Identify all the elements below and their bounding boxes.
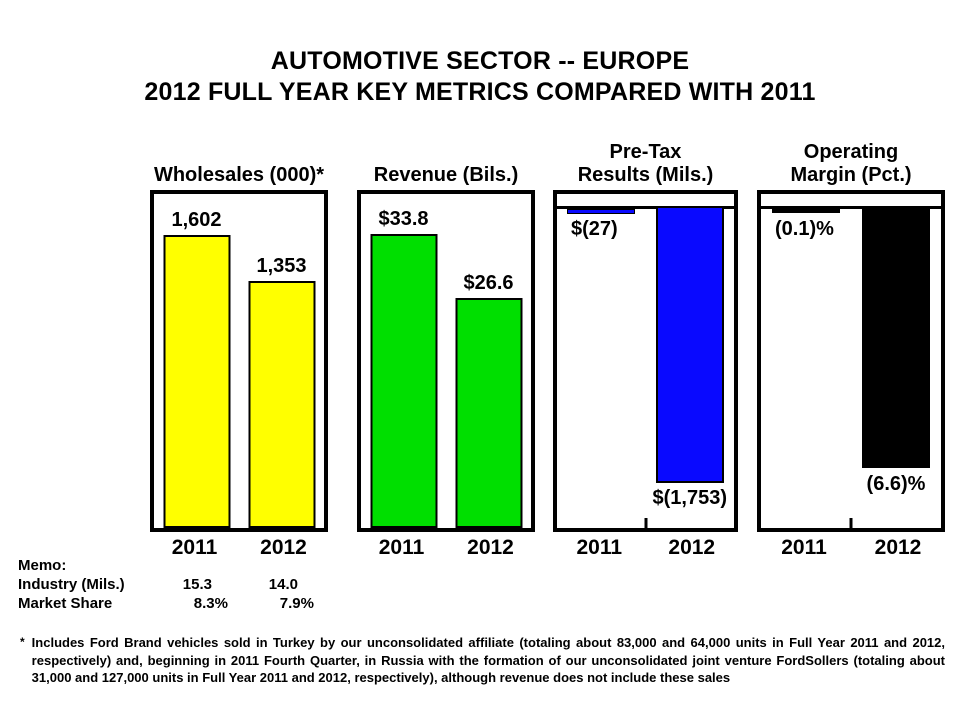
bar-pretax-2012	[655, 206, 724, 483]
zero-axis-line	[557, 206, 734, 209]
footnote: * Includes Ford Brand vehicles sold in T…	[20, 634, 945, 687]
panel-header-pretax: Pre-Tax Results (Mils.)	[553, 135, 738, 187]
memo-value-2012: 7.9%	[279, 595, 314, 612]
plot-area-pretax: $(27) $(1,753)	[553, 190, 738, 532]
slide-title-line1: AUTOMOTIVE SECTOR -- EUROPE	[270, 47, 690, 75]
year-label: 2012	[668, 536, 716, 559]
panel-header-wholesales: Wholesales (000)*	[150, 135, 328, 187]
bar-value-label: $26.6	[463, 272, 514, 294]
chart-panel-revenue: Revenue (Bils.) $33.8 $26.6 2011 2012	[357, 135, 535, 560]
slide-title-line2: 2012 FULL YEAR KEY METRICS COMPARED WITH…	[144, 78, 816, 106]
plot-area-margin: (0.1)% (6.6)%	[757, 190, 945, 532]
plot-area-revenue: $33.8 $26.6	[357, 190, 535, 532]
memo-value-2012: 14.0	[268, 576, 298, 593]
panel-header-margin: Operating Margin (Pct.)	[757, 135, 945, 187]
column-2011	[557, 194, 646, 528]
panel-header-line: Margin (Pct.)	[790, 164, 912, 186]
panel-header-line: Pre-Tax	[609, 141, 682, 163]
year-label: 2012	[260, 536, 307, 559]
year-label: 2011	[171, 536, 218, 559]
memo-value-2011: 8.3%	[193, 595, 228, 612]
plot-area-wholesales: 1,602 1,353	[150, 190, 328, 532]
bar-wholesales-2011	[163, 235, 230, 528]
panel-header-revenue: Revenue (Bils.)	[357, 135, 535, 187]
memo-table: Industry (Mils.) 15.3 14.0 Market Share …	[18, 575, 314, 613]
chart-panel-wholesales: Wholesales (000)* 1,602 1,353 2011 2012	[150, 135, 328, 560]
x-axis-tick	[644, 518, 647, 528]
memo-row-label: Market Share	[18, 595, 113, 612]
memo-row-label: Industry (Mils.)	[18, 576, 125, 593]
year-label: 2011	[781, 536, 827, 559]
bar-value-label: $33.8	[378, 208, 429, 230]
bar-pretax-2011	[567, 209, 636, 214]
column-2011	[761, 194, 851, 528]
x-axis-labels: 2011 2012	[357, 536, 535, 560]
bar-value-label: $(27)	[571, 218, 618, 240]
year-label: 2011	[378, 536, 425, 559]
memo-heading: Memo:	[18, 557, 67, 574]
bar-value-label: 1,353	[256, 255, 307, 277]
column-2011: $33.8	[361, 194, 446, 528]
x-axis-tick	[849, 518, 853, 528]
chart-panel-operating-margin: Operating Margin (Pct.) (0.1)% (6.6)% 20…	[757, 135, 945, 560]
panel-header-line: Results (Mils.)	[577, 164, 714, 186]
slide-title: AUTOMOTIVE SECTOR -- EUROPE 2012 FULL YE…	[0, 46, 960, 108]
column-2012: $26.6	[446, 194, 531, 528]
year-label: 2012	[467, 536, 514, 559]
panel-header-line: Wholesales (000)*	[153, 164, 325, 186]
year-label: 2012	[874, 536, 922, 559]
column-2011: 1,602	[154, 194, 239, 528]
panel-header-line: Revenue (Bils.)	[373, 164, 519, 186]
bar-margin-2012	[862, 206, 930, 468]
x-axis-labels: 2011 2012	[553, 536, 738, 560]
year-label: 2011	[576, 536, 623, 559]
chart-panel-pretax-results: Pre-Tax Results (Mils.) $(27) $(1,753) 2…	[553, 135, 738, 560]
footnote-asterisk: *	[20, 635, 25, 649]
column-2012	[646, 194, 735, 528]
footnote-text: Includes Ford Brand vehicles sold in Tur…	[31, 635, 945, 685]
bar-value-label: $(1,753)	[652, 487, 728, 509]
bar-value-label: 1,602	[171, 209, 222, 231]
bar-revenue-2011	[370, 234, 437, 528]
memo-value-2011: 15.3	[182, 576, 212, 593]
bar-margin-2011	[772, 209, 840, 213]
zero-axis-line	[761, 206, 941, 209]
x-axis-labels: 2011 2012	[757, 536, 945, 560]
bar-value-label: (0.1)%	[775, 218, 834, 240]
bar-value-label: (6.6)%	[866, 473, 926, 495]
column-2012	[851, 194, 941, 528]
column-2012: 1,353	[239, 194, 324, 528]
bar-wholesales-2012	[248, 281, 315, 528]
x-axis-labels: 2011 2012	[150, 536, 328, 560]
panel-header-line: Operating	[803, 141, 899, 163]
memo-block: Memo: Industry (Mils.) 15.3 14.0 Market …	[18, 556, 314, 613]
bar-revenue-2012	[455, 298, 522, 528]
